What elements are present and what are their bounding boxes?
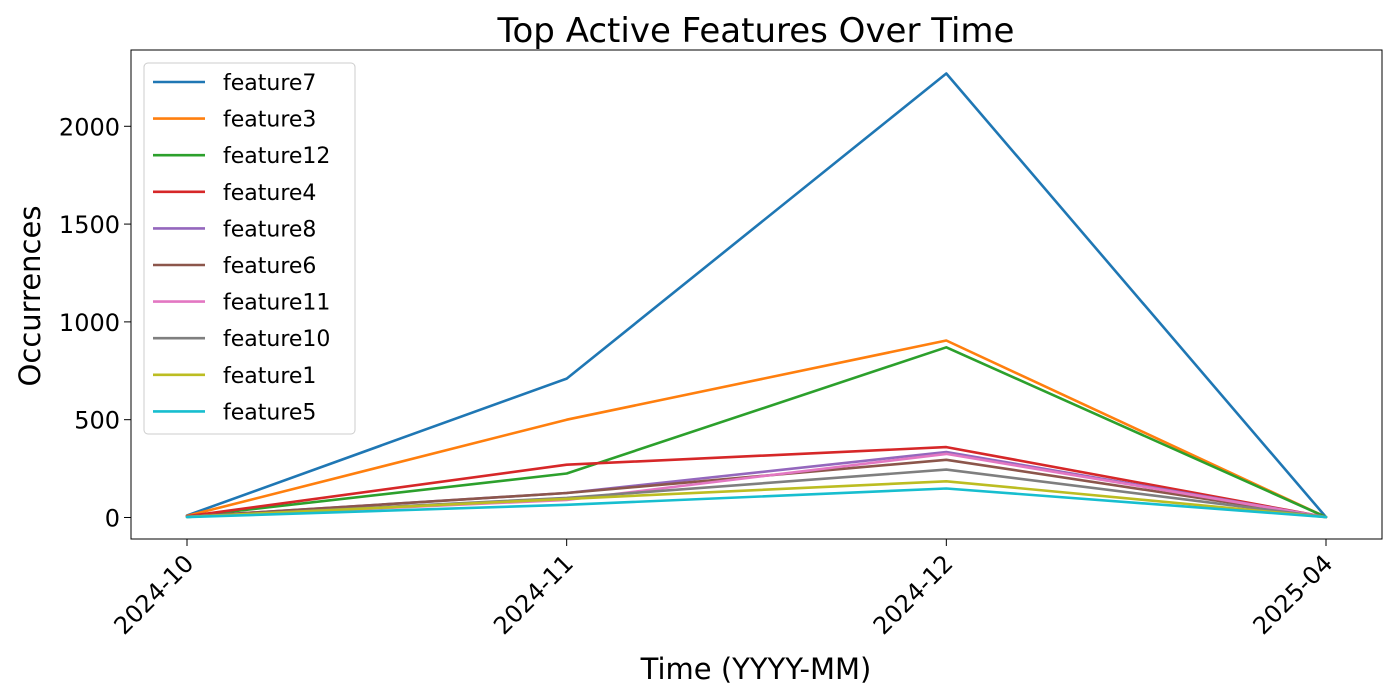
series-line-feature4 bbox=[185, 445, 1328, 519]
x-tick-label: 2024-12 bbox=[868, 549, 959, 640]
legend-label-feature4: feature4 bbox=[223, 181, 316, 206]
series-line-feature5 bbox=[185, 487, 1328, 519]
chart-title: Top Active Features Over Time bbox=[497, 11, 1015, 51]
series-line-feature7 bbox=[185, 72, 1328, 519]
x-axis: 2024-10 2024-11 2024-12 2025-04 bbox=[109, 539, 1339, 640]
legend-label-feature6: feature6 bbox=[223, 254, 316, 279]
y-tick-label: 1000 bbox=[59, 309, 120, 337]
legend: feature7 feature3 feature12 feature4 feature… bbox=[143, 62, 356, 435]
series-lines bbox=[185, 72, 1328, 519]
legend-label-feature8: feature8 bbox=[223, 217, 316, 242]
y-tick-label: 1500 bbox=[59, 211, 120, 239]
x-axis-label: Time (YYYY-MM) bbox=[640, 652, 872, 686]
plot-area-frame bbox=[130, 49, 1383, 540]
y-tick-label: 0 bbox=[105, 504, 120, 532]
legend-label-feature10: feature10 bbox=[223, 327, 330, 352]
legend-label-feature3: feature3 bbox=[223, 108, 316, 133]
legend-label-feature11: feature11 bbox=[223, 291, 330, 316]
y-axis-label: Occurrences bbox=[13, 206, 47, 387]
legend-label-feature5: feature5 bbox=[223, 400, 316, 425]
series-line-feature3 bbox=[185, 339, 1328, 519]
x-tick-label: 2024-10 bbox=[109, 549, 200, 640]
series-line-feature1 bbox=[185, 479, 1328, 519]
y-tick-label: 500 bbox=[74, 407, 120, 435]
series-line-feature12 bbox=[185, 345, 1328, 519]
y-tick-label: 2000 bbox=[59, 113, 120, 141]
x-tick-label: 2025-04 bbox=[1248, 549, 1339, 640]
x-tick-label: 2024-11 bbox=[488, 549, 579, 640]
legend-label-feature12: feature12 bbox=[223, 144, 330, 169]
legend-label-feature7: feature7 bbox=[223, 71, 316, 96]
y-axis: 0 500 1000 1500 2000 bbox=[59, 113, 131, 532]
legend-label-feature1: feature1 bbox=[223, 364, 316, 389]
